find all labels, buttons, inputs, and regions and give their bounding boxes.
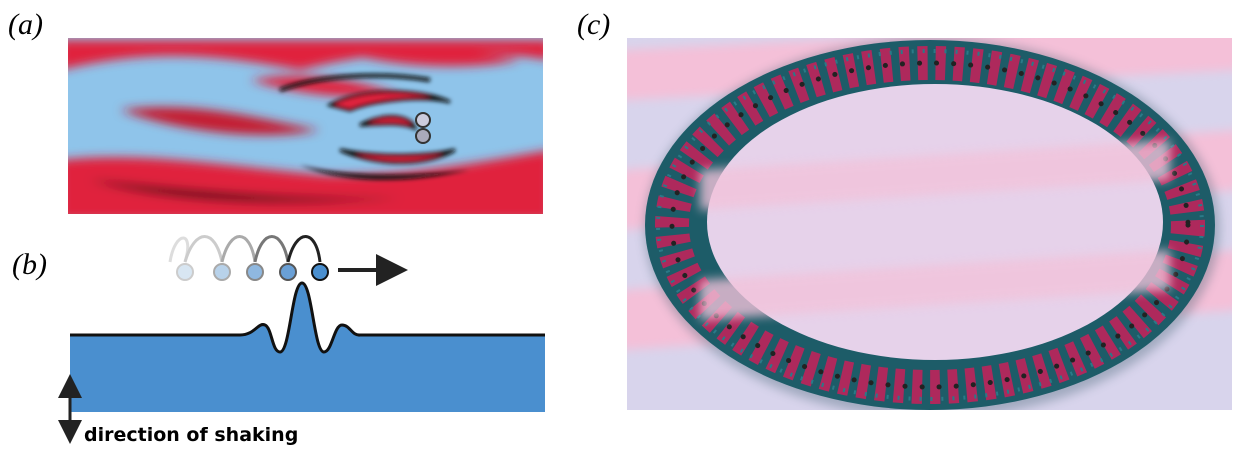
panel-label: (b)	[12, 248, 47, 281]
schematic-b	[70, 237, 545, 433]
panel-label: (c)	[577, 8, 610, 41]
figure: (a) (b) (c)	[0, 0, 1238, 449]
panel-label: (a)	[8, 8, 43, 41]
photo-a	[60, 38, 550, 220]
photo-c	[620, 20, 1238, 418]
annotation: direction of shaking	[84, 424, 298, 446]
